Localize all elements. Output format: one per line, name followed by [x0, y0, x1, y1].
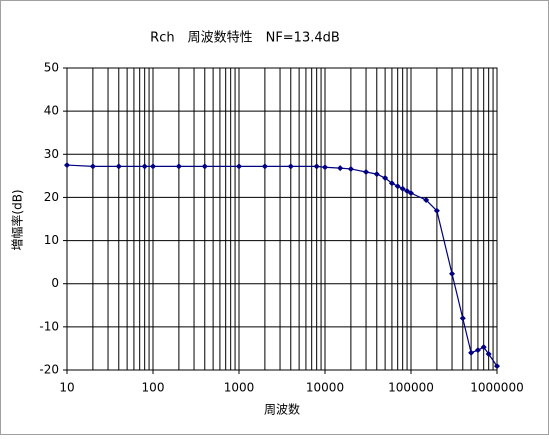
- y-tick-label: 50: [44, 61, 59, 75]
- data-point: [236, 163, 242, 170]
- data-point: [468, 349, 475, 356]
- y-tick-label: 40: [44, 104, 59, 118]
- y-tick-label: -10: [39, 319, 59, 333]
- data-point: [337, 165, 344, 172]
- data-point: [494, 363, 500, 370]
- y-tick-label: -20: [39, 363, 59, 377]
- x-tick-label: 100000: [388, 381, 434, 395]
- data-point: [388, 180, 395, 187]
- x-tick-label: 10000: [306, 381, 344, 395]
- data-point: [474, 347, 481, 354]
- data-point: [399, 185, 406, 192]
- data-point: [89, 163, 96, 170]
- y-tick-label: 10: [44, 233, 59, 247]
- data-point: [175, 163, 182, 170]
- data-point: [115, 163, 122, 170]
- data-point: [449, 270, 456, 277]
- x-axis-label: 周波数: [264, 402, 300, 417]
- x-tick-label: 100: [142, 381, 165, 395]
- data-point: [141, 163, 148, 170]
- y-tick-label: 30: [44, 147, 59, 161]
- y-axis-label: 増幅率(dB): [10, 189, 25, 250]
- x-tick-label: 10: [59, 381, 74, 395]
- data-point: [433, 207, 440, 214]
- data-point: [382, 175, 389, 182]
- data-point: [347, 165, 354, 172]
- x-tick-label: 1000: [224, 381, 255, 395]
- plot-area: [67, 68, 497, 370]
- data-point: [313, 163, 320, 170]
- data-point: [480, 344, 487, 351]
- data-point: [261, 163, 268, 170]
- data-point: [322, 164, 328, 171]
- x-tick-label: 1000000: [470, 381, 523, 395]
- data-point: [373, 171, 380, 178]
- data-point: [287, 163, 294, 170]
- data-point: [363, 168, 370, 175]
- data-point: [459, 315, 466, 322]
- data-point: [150, 163, 156, 170]
- data-point: [404, 187, 411, 194]
- y-tick-label: 20: [44, 190, 59, 204]
- plot-border: [66, 67, 498, 371]
- chart-title: Rch 周波数特性 NF=13.4dB: [150, 31, 340, 46]
- data-point: [394, 183, 401, 190]
- data-point: [408, 190, 414, 197]
- data-point: [423, 197, 430, 204]
- data-point: [201, 163, 208, 170]
- y-tick-label: 0: [51, 276, 59, 290]
- data-point: [485, 351, 492, 358]
- data-point: [64, 162, 70, 169]
